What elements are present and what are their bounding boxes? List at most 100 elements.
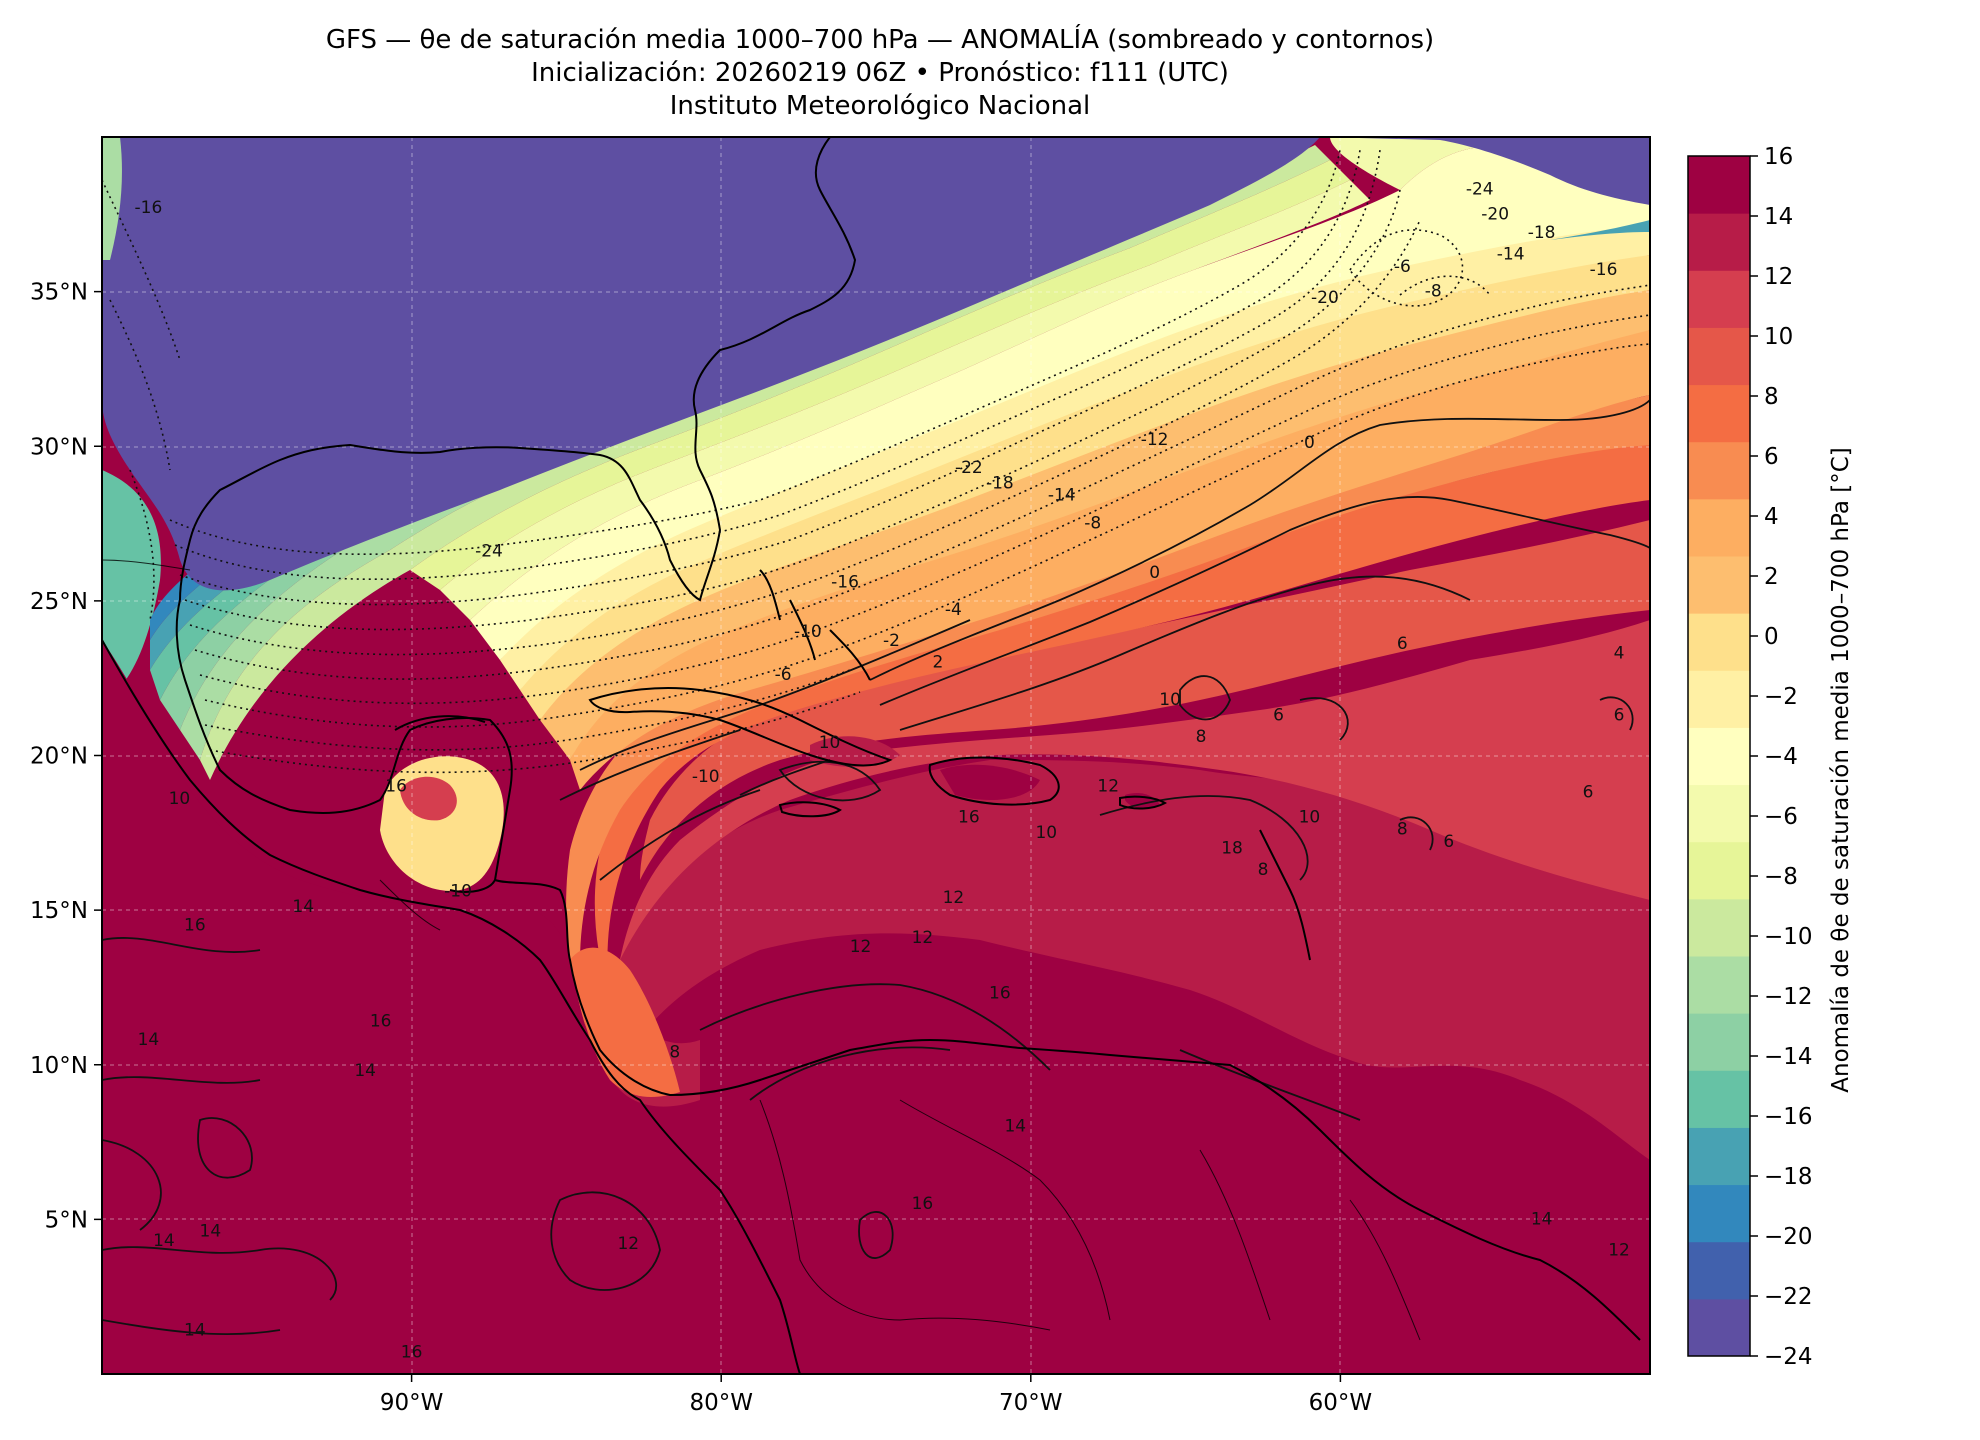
contour-label: 16 [401,1342,423,1362]
contour-label: 12 [912,928,934,948]
colorbar-tick-label: −2 [1764,684,1798,710]
contour-label: 0 [1304,433,1315,453]
colorbar-tick-label: 4 [1764,504,1779,530]
shade-band-6 [594,430,1650,1000]
colorbar-tick-label: −12 [1764,984,1813,1010]
contour-label: -16 [135,198,163,218]
shade-band-8 [640,520,1650,880]
x-tick-label: 90°W [380,1390,444,1416]
shade-cold-dome [102,137,1650,591]
contour-label: 12 [850,937,872,957]
colorbar-tick-label: 12 [1764,264,1793,290]
contour-label: 14 [153,1231,175,1251]
contour-label: -14 [1497,245,1525,265]
x-axis: 90°W 80°W 70°W 60°W [380,1374,1372,1416]
contour-label: 10 [1299,807,1321,827]
institution-name: Instituto Meteorológico Nacional [669,91,1091,121]
colorbar-tick-label: 2 [1764,564,1779,590]
us-east-coast [179,137,857,602]
colorbar-tick-label: −16 [1764,1104,1813,1130]
shade-cuba [810,736,900,767]
map-title: GFS — θe de saturación media 1000–700 hP… [325,25,1435,55]
contour-label: 6 [1397,634,1408,654]
colorbar-tick-label: −8 [1764,864,1798,890]
contour-label: 16 [184,916,206,936]
colorbar-swatch [1688,556,1750,614]
colorbar-swatch [1688,384,1750,443]
colorbar-swatch [1688,213,1750,271]
contour-label: -16 [831,572,859,592]
contour-label: 16 [958,807,980,827]
contour-label: -12 [1141,430,1169,450]
contour-label: -6 [1394,257,1411,277]
shade-band-2 [570,330,1650,790]
contour-label: 16 [912,1194,934,1214]
contour-label: -18 [1528,223,1556,243]
y-tick-label: 20°N [30,744,88,770]
contour-label: 14 [200,1222,222,1242]
x-tick-label: 60°W [1309,1390,1373,1416]
colorbar-tick-label: −4 [1764,744,1798,770]
shade-cold-west-edge [102,137,122,260]
contour-label: 16 [989,984,1011,1004]
colorbar-swatch [1688,1241,1750,1300]
contour-label: 8 [1397,820,1408,840]
title-block: GFS — θe de saturación media 1000–700 hP… [0,24,1760,123]
contour-label: 6 [1614,705,1625,725]
y-tick-label: 35°N [30,280,88,306]
contour-label: 10 [169,789,191,809]
x-tick-label: 80°W [689,1390,753,1416]
contour-label: -10 [444,882,472,902]
colorbar-tick-label: 8 [1764,384,1779,410]
contour-label: -4 [945,600,962,620]
shade-band-0 [540,290,1650,760]
contour-label: -2 [883,631,900,651]
shade-band-m2 [520,255,1650,720]
y-tick-label: 15°N [30,898,88,924]
x-tick-label: 70°W [999,1390,1063,1416]
contour-label: 8 [1258,860,1269,880]
shade-isthmus [102,640,700,1374]
colorbar-swatch [1688,441,1750,500]
contour-label: 2 [933,653,944,673]
colorbar-swatch [1688,841,1750,900]
contour-label: 10 [1035,823,1057,843]
pacific-coast [102,639,801,1374]
contour-label: 6 [1583,783,1594,803]
contour-label: 12 [943,888,965,908]
colorbar-swatch [1688,1298,1750,1357]
contour-label: -20 [1311,288,1339,308]
bahamas [759,569,871,681]
colorbar-swatch [1688,1184,1750,1243]
contour-label: 12 [1097,776,1119,796]
colorbar-swatch [1688,1127,1750,1186]
contour-label: 14 [292,897,314,917]
y-tick-label: 30°N [30,434,88,460]
shade-band-4 [566,395,1650,1050]
contour-label: -6 [775,665,792,685]
positive-contours [102,399,1650,1336]
contour-label: 14 [1004,1117,1026,1137]
contour-label: -14 [1048,486,1076,506]
contour-label: 6 [1443,832,1454,852]
shade-band-m4 [500,225,1650,690]
colorbar-swatch [1688,1070,1750,1128]
contour-label: -20 [1481,204,1509,224]
contour-label: -10 [794,622,822,642]
colorbar-tick-label: −22 [1764,1284,1813,1310]
colorbar-tick-label: 16 [1764,144,1793,170]
colorbar-tick-label: 0 [1764,624,1779,650]
contour-label: -22 [955,458,983,478]
contour-label: 16 [370,1011,392,1031]
contour-label: 16 [385,776,407,796]
contour-label: 12 [617,1234,639,1254]
contour-label: 8 [669,1042,680,1062]
contour-label: 10 [1159,690,1181,710]
y-tick-label: 10°N [30,1053,88,1079]
colorbar-tick-label: −18 [1764,1164,1813,1190]
contour-label: -10 [692,767,720,787]
colorbar-swatch [1688,670,1750,728]
colorbar-tick-label: 14 [1764,204,1793,230]
colorbar: 16 14 12 10 8 6 4 2 0 −2 −4 −6 −8 −10 −12 −14 −16 −18 −20 −… [1687,144,1813,1370]
shade-yucatan-hot [400,776,457,821]
